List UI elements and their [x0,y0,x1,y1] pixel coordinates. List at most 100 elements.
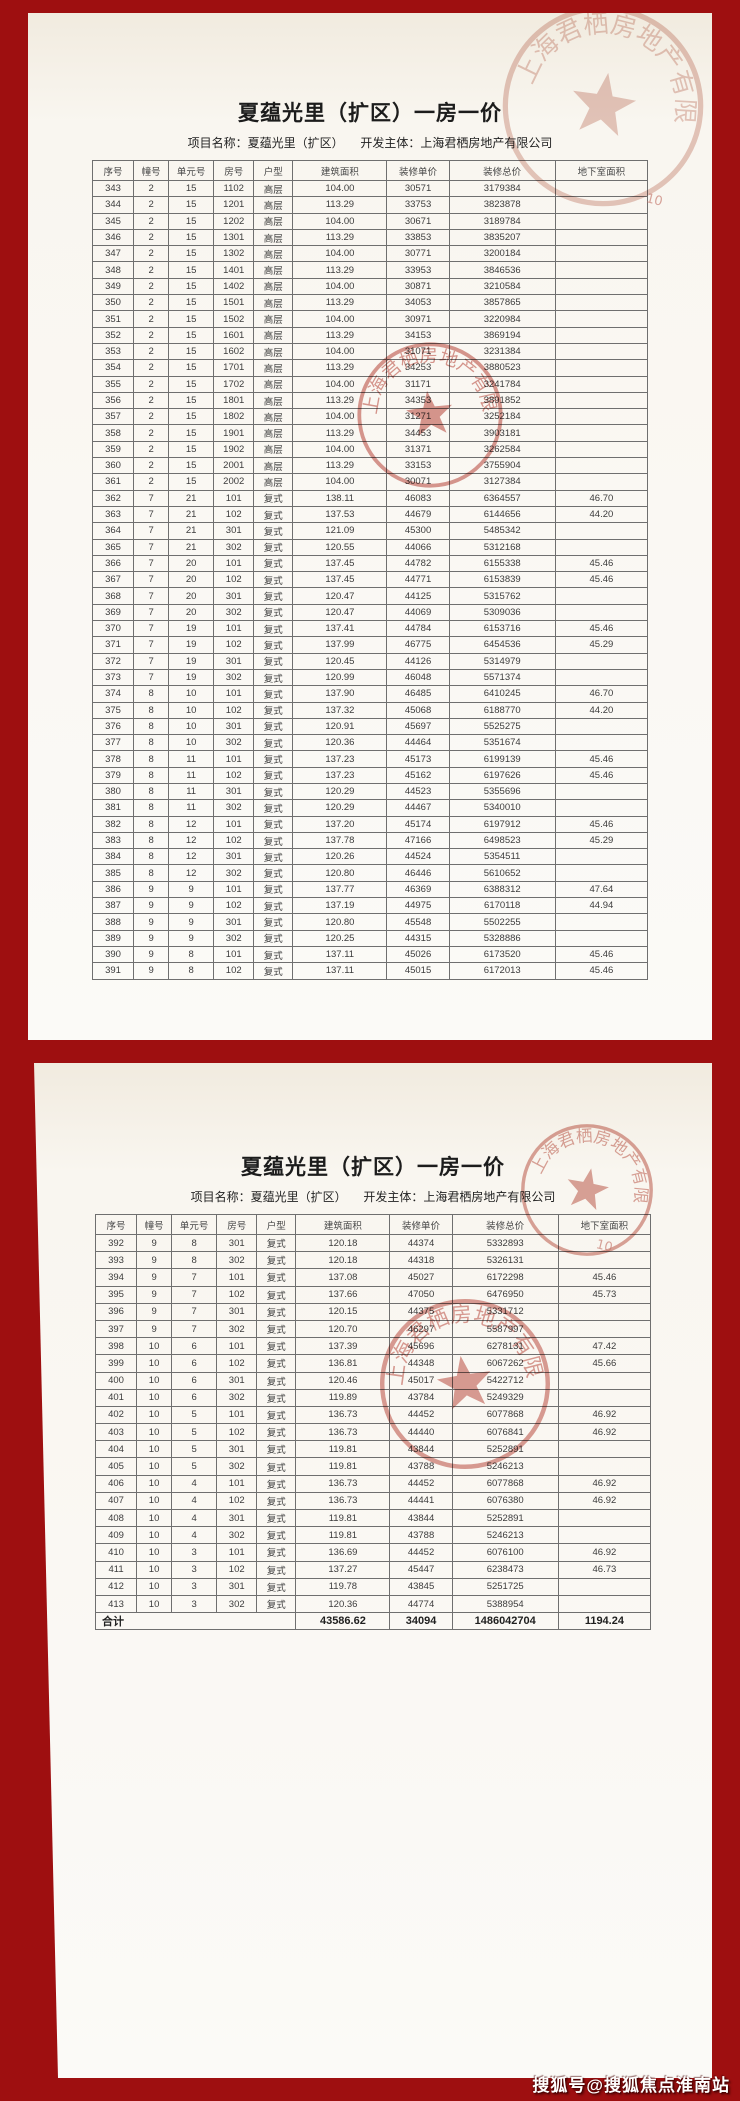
cell: 44679 [386,505,450,524]
cell: 137.23 [292,750,388,768]
table-row: 349 2 15 1402 高层 104.00 30871 3210584 [91,277,649,296]
table-row: 404 10 5 301 复式 119.81 43844 5252891 [94,1440,652,1459]
column-header: 建筑面积 [295,1214,391,1235]
cell [554,228,649,247]
cell: 复式 [253,620,294,638]
cell: 409 [94,1526,138,1545]
cell: 9 [168,913,215,931]
cell: 3823878 [448,196,556,214]
cell: 1702 [213,375,255,393]
cell: 5340010 [448,799,556,817]
cell: 7 [133,554,170,573]
cell: 6 [171,1388,218,1407]
cell: 101 [213,815,255,833]
cell: 120.36 [292,734,388,752]
cell: 45017 [389,1371,453,1390]
cell: 33853 [386,228,450,247]
cell: 7 [133,652,170,670]
cell: 137.41 [292,620,388,638]
cell: 3220984 [448,310,556,328]
cell: 5309036 [448,603,556,622]
cell: 复式 [256,1354,297,1373]
cell: 301 [213,587,255,605]
cell: 136.73 [295,1474,391,1493]
cell: 复式 [256,1251,297,1270]
cell: 346 [91,228,135,247]
cell: 9 [133,929,170,947]
cell: 120.46 [295,1371,391,1390]
cell: 5485342 [448,522,556,540]
cell: 46.92 [557,1491,652,1511]
cell: 45.46 [554,945,649,964]
cell: 15 [168,359,215,377]
cell: 6067262 [451,1354,559,1373]
cell: 44452 [389,1405,453,1425]
header-row: 序号 幢号 单元号 房号 户型 建筑面积 装修单价 装修总价 地下室面积 [91,160,649,181]
cell: 120.29 [292,799,388,817]
cell: 102 [213,897,255,915]
cell: 7 [133,636,170,654]
cell: 10 [136,1560,173,1579]
cell: 44784 [386,620,450,638]
cell: 8 [133,864,170,882]
cell: 34253 [386,359,450,377]
cell: 120.18 [295,1233,391,1253]
cell [554,652,649,670]
cell: 45697 [386,717,450,736]
cell [554,359,649,377]
cell: 120.18 [295,1251,391,1270]
cell: 347 [91,245,135,263]
cell: 1202 [213,212,255,230]
column-header: 地下室面积 [557,1214,652,1235]
cell: 137.23 [292,766,388,784]
cell: 45068 [386,701,450,719]
cell: 44374 [389,1233,453,1253]
cell: 9 [133,913,170,931]
cell: 301 [213,652,255,670]
cell: 8 [168,945,215,964]
cell: 9 [168,929,215,947]
cell: 31171 [386,375,450,393]
page-title: 夏蕴光里（扩区）一房一价 [241,1156,505,1179]
cell: 391 [91,962,135,980]
cell: 302 [216,1526,258,1545]
cell: 378 [91,750,135,768]
cell: 高层 [253,294,294,312]
cell: 7 [133,571,170,589]
cell: 45.66 [557,1354,652,1373]
cell: 113.29 [292,196,388,214]
cell: 复式 [253,489,294,507]
cell: 404 [94,1440,138,1459]
cell: 高层 [253,342,294,361]
cell: 102 [216,1354,258,1373]
cell: 复式 [256,1457,297,1476]
cell: 399 [94,1354,138,1373]
table-row: 355 2 15 1702 高层 104.00 31171 3241784 [91,375,649,393]
cell: 348 [91,261,135,279]
table-row: 393 9 8 302 复式 120.18 44318 5326131 [94,1251,652,1270]
cell: 383 [91,831,135,850]
cell: 复式 [256,1560,297,1579]
cell: 3 [171,1594,218,1614]
cell: 3903181 [448,424,556,442]
cell: 301 [213,913,255,931]
table-row: 363 7 21 102 复式 137.53 44679 6144656 44.20 [91,505,649,524]
header-row: 序号 幢号 单元号 房号 户型 建筑面积 装修单价 装修总价 地下室面积 [94,1214,652,1235]
table-row: 380 8 11 301 复式 120.29 44523 5355696 [91,782,649,801]
table-row: 413 10 3 302 复式 120.36 44774 5388954 [94,1594,652,1614]
cell: 120.55 [292,538,388,556]
cell: 5 [171,1457,218,1476]
cell: 301 [216,1371,258,1390]
cell: 2 [133,326,170,344]
cell: 5422712 [451,1371,559,1390]
cell: 复式 [253,913,294,931]
cell: 46048 [386,668,450,687]
column-header: 序号 [91,160,135,181]
cell: 101 [213,945,255,964]
cell: 8 [168,962,215,980]
table-row: 386 9 9 101 复式 137.77 46369 6388312 47.64 [91,880,649,899]
cell: 302 [216,1594,258,1614]
cell: 8 [171,1233,218,1253]
table-row: 368 7 20 301 复式 120.47 44125 5315762 [91,587,649,605]
cell [557,1594,652,1614]
